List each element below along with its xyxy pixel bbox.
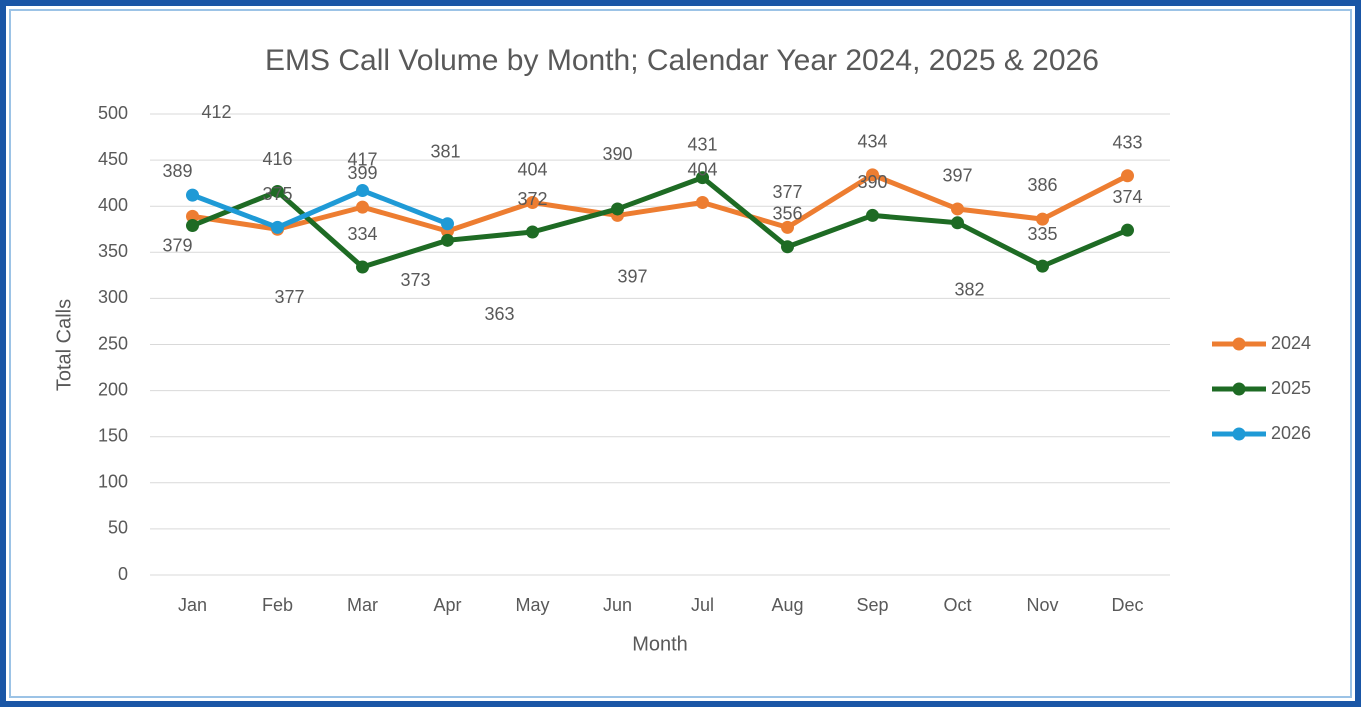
data-point: [526, 225, 539, 239]
x-tick-label: Aug: [771, 595, 803, 615]
data-label: 390: [602, 144, 632, 164]
legend-label: 2025: [1271, 378, 1311, 398]
legend-marker: [1232, 427, 1246, 441]
x-tick-label: Sep: [856, 595, 888, 615]
data-label: 389: [162, 161, 192, 181]
data-point: [186, 219, 199, 233]
data-point: [781, 240, 794, 254]
data-label: 404: [687, 159, 717, 179]
x-tick-label: Jul: [691, 595, 714, 615]
data-label: 334: [347, 224, 377, 244]
data-point: [356, 184, 369, 198]
data-label: 379: [162, 235, 192, 255]
data-label: 433: [1112, 133, 1142, 153]
y-tick-label: 0: [118, 564, 128, 584]
data-label: 404: [517, 159, 547, 179]
data-label: 397: [617, 267, 647, 287]
x-tick-label: Jan: [178, 595, 207, 615]
data-point: [696, 171, 709, 185]
y-tick-label: 300: [98, 287, 128, 307]
data-label: 356: [772, 204, 802, 224]
series-line: [192, 172, 1129, 234]
data-point: [526, 196, 539, 210]
y-tick-label: 350: [98, 241, 128, 261]
legend-marker: [1232, 382, 1246, 396]
x-tick-label: May: [515, 595, 549, 615]
chart-title: EMS Call Volume by Month; Calendar Year …: [265, 44, 1099, 77]
y-tick-label: 100: [98, 472, 128, 492]
data-label: 417: [347, 149, 377, 169]
data-point: [271, 184, 284, 198]
data-label: 431: [687, 134, 717, 154]
data-label: 412: [201, 102, 231, 122]
y-tick-label: 400: [98, 195, 128, 215]
data-label: 399: [347, 163, 377, 183]
data-point: [781, 220, 794, 234]
data-point: [611, 202, 624, 216]
x-axis-label: Month: [632, 633, 688, 655]
data-label: 374: [1112, 187, 1142, 207]
data-point: [951, 202, 964, 216]
data-label: 377: [274, 287, 304, 307]
data-label: 373: [400, 270, 430, 290]
data-point: [951, 216, 964, 230]
x-tick-label: Dec: [1111, 595, 1143, 615]
x-tick-label: Jun: [603, 595, 632, 615]
data-point: [1121, 223, 1134, 237]
x-tick-label: Mar: [347, 595, 378, 615]
data-point: [441, 217, 454, 231]
data-label: 397: [942, 166, 972, 186]
legend-label: 2024: [1271, 333, 1311, 353]
x-tick-label: Feb: [262, 595, 293, 615]
data-point: [866, 208, 879, 222]
data-point: [696, 196, 709, 210]
x-tick-label: Apr: [433, 595, 461, 615]
data-point: [186, 209, 199, 223]
y-tick-label: 150: [98, 425, 128, 445]
series-line: [191, 175, 1129, 270]
y-tick-label: 250: [98, 333, 128, 353]
x-tick-label: Oct: [943, 595, 971, 615]
y-tick-label: 200: [98, 379, 128, 399]
data-point: [866, 168, 879, 182]
data-label: 375: [262, 184, 292, 204]
data-label: 377: [772, 182, 802, 202]
inner-frame: [9, 9, 1352, 698]
series-line: [191, 188, 449, 230]
y-tick-label: 50: [108, 518, 128, 538]
data-label: 434: [857, 132, 887, 152]
data-label: 335: [1027, 224, 1057, 244]
data-point: [356, 200, 369, 214]
data-label: 363: [484, 304, 514, 324]
y-axis-label: Total Calls: [53, 299, 75, 391]
y-tick-label: 450: [98, 149, 128, 169]
data-point: [271, 220, 284, 234]
data-point: [356, 260, 369, 274]
legend-marker: [1232, 337, 1246, 351]
data-label: 386: [1027, 175, 1057, 195]
data-label: 390: [857, 172, 887, 192]
data-label: 416: [262, 149, 292, 169]
data-point: [186, 188, 199, 202]
x-tick-label: Nov: [1026, 595, 1058, 615]
data-label: 382: [954, 280, 984, 300]
y-tick-label: 500: [98, 103, 128, 123]
data-point: [1121, 169, 1134, 183]
data-point: [1036, 212, 1049, 226]
data-point: [1036, 259, 1049, 273]
legend-label: 2026: [1271, 423, 1311, 443]
data-point: [441, 233, 454, 247]
data-label: 381: [430, 141, 460, 161]
data-label: 372: [517, 189, 547, 209]
